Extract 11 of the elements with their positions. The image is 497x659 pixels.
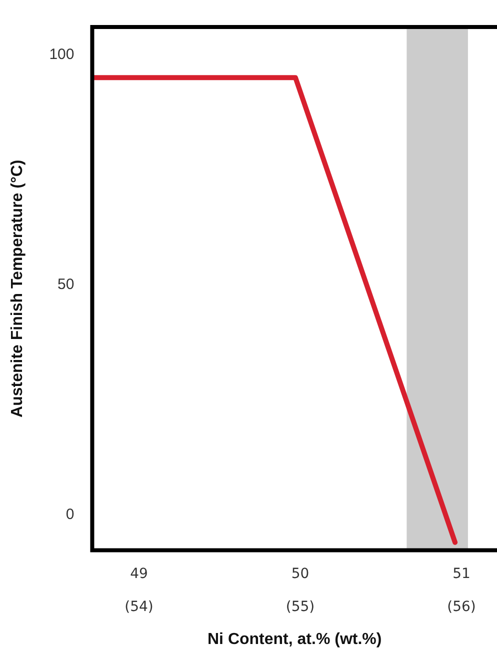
x-axis-title: Ni Content, at.% (wt.%) (208, 630, 382, 648)
x2-tick-label: (55) (286, 599, 315, 616)
x-tick-label: 51 (452, 566, 470, 582)
y-tick-label: 100 (49, 46, 74, 63)
x2-tick-label: (54) (124, 599, 154, 616)
x-tick-label: 50 (291, 566, 310, 582)
x-tick-label: 49 (130, 566, 148, 582)
y-axis-title: Austenite Finish Temperature (°C) (9, 160, 26, 418)
x2-tick-label: (56) (447, 599, 476, 616)
y-tick-label: 50 (58, 276, 74, 293)
y-tick-label: 0 (66, 506, 74, 523)
